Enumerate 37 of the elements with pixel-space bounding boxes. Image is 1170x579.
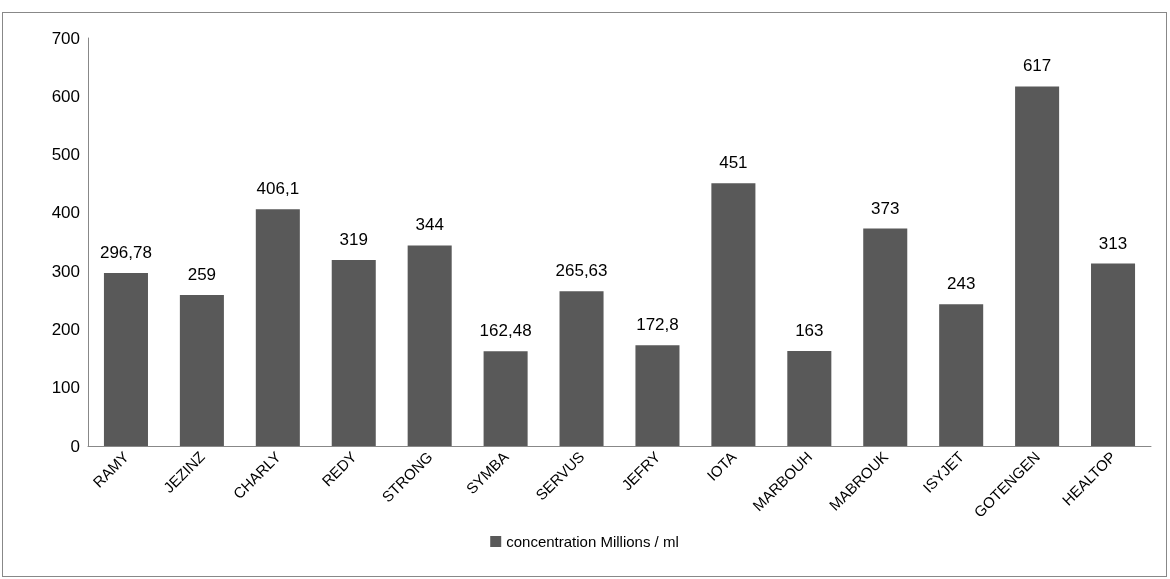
bar	[407, 245, 452, 446]
bar	[1091, 263, 1136, 446]
bar	[939, 304, 984, 446]
text: 162,48	[479, 321, 532, 341]
legend-label: concentration Millions / ml	[506, 533, 679, 550]
text: 163	[795, 320, 824, 340]
y-tick-label: 700	[51, 28, 80, 48]
text: 319	[339, 230, 368, 250]
bar	[863, 228, 908, 446]
text: 172,8	[636, 315, 679, 335]
text: 617	[1022, 56, 1052, 76]
bar	[1015, 86, 1060, 446]
text: 313	[1098, 233, 1128, 253]
bar	[103, 273, 148, 446]
y-tick-label: 300	[51, 261, 80, 281]
bar	[483, 351, 528, 446]
bar	[711, 183, 756, 446]
y-tick-label: 0	[70, 436, 80, 456]
bar	[559, 291, 604, 446]
bar	[787, 350, 832, 446]
text: 344	[415, 215, 444, 235]
y-tick-label: 100	[51, 378, 80, 398]
y-tick-label: 400	[51, 203, 80, 223]
y-tick-label: 500	[51, 145, 80, 165]
text: 373	[871, 198, 900, 218]
bar	[331, 260, 376, 446]
bar	[635, 345, 680, 446]
y-tick-label: 600	[51, 86, 80, 106]
text: 296,78	[99, 243, 152, 263]
bar	[255, 209, 300, 446]
y-tick-label: 200	[51, 319, 80, 339]
text: 406,1	[256, 179, 300, 199]
text: 259	[187, 265, 217, 285]
bar	[179, 295, 224, 446]
text: 243	[946, 274, 976, 294]
text: 451	[719, 153, 748, 173]
text: 265,63	[555, 261, 608, 281]
